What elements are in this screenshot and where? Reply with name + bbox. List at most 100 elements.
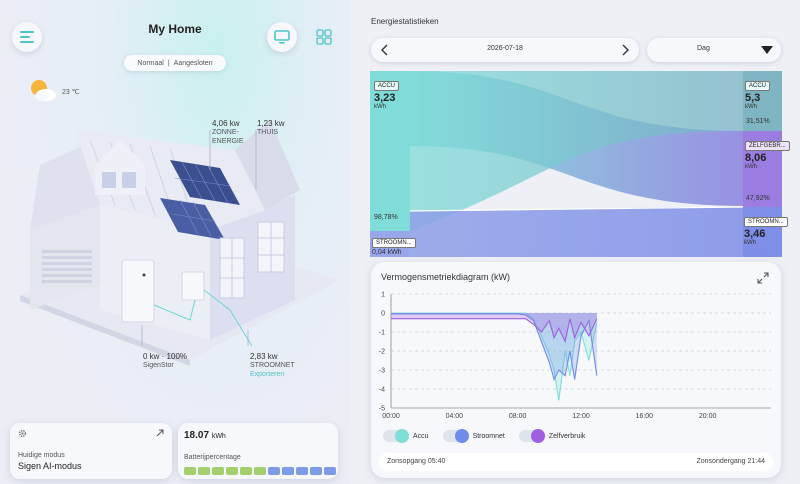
- solar-label-line2: ENERGIE: [212, 138, 244, 145]
- fullscreen-icon[interactable]: [757, 272, 769, 284]
- battery-energy-value: 18.07: [184, 430, 210, 441]
- monitor-icon: [274, 30, 290, 44]
- battery-segment: [198, 467, 210, 475]
- sankey-right-self-pct: 47,92%: [746, 195, 770, 202]
- sankey-value: 3,46: [744, 228, 766, 240]
- battery-flow-label: 0 kw · 100% SigenStor: [143, 352, 187, 370]
- sankey-tag: ZELFGEBR...: [745, 141, 790, 151]
- legend-stroomnet[interactable]: Stroomnet: [442, 429, 505, 443]
- battery-energy-unit: kWh: [211, 433, 226, 440]
- x-tick-label: 04:00: [446, 413, 464, 420]
- battery-segment: [324, 467, 336, 475]
- sankey-left-accu-pct: 98,78%: [374, 214, 398, 221]
- battery-segment: [226, 467, 238, 475]
- sankey-unit: kWh: [387, 249, 402, 256]
- sankey-unit: kWh: [744, 240, 756, 246]
- gear-icon: [18, 429, 27, 438]
- y-tick-label: -3: [379, 368, 385, 375]
- system-status-pill: Normaal | Aangesloten: [124, 55, 226, 71]
- legend-label: Stroomnet: [472, 432, 505, 440]
- series-line-stroomnet: [391, 313, 598, 382]
- home-panel: My Home Normaal | Aangesloten 23 ℃: [0, 0, 350, 484]
- home-label: THUIS: [257, 129, 278, 136]
- chevron-left-icon[interactable]: [381, 44, 389, 56]
- sun-times-bar: Zonsopgang 05:40 Zonsondergang 21:44: [379, 453, 773, 471]
- status-mode: Normaal: [137, 59, 164, 67]
- stats-title: Energiestatistieken: [371, 17, 439, 26]
- period-value: Dag: [697, 45, 710, 52]
- mode-label: Huidige modus: [18, 452, 65, 459]
- battery-segment: [282, 467, 294, 475]
- battery-segment: [184, 467, 196, 475]
- sankey-tag: ACCU: [374, 81, 400, 91]
- legend-label: Zelfverbruik: [548, 432, 586, 440]
- sankey-tag: STROOMN...: [372, 238, 416, 248]
- status-connection: Aangesloten: [173, 59, 213, 67]
- battery-segment: [310, 467, 322, 475]
- status-separator: |: [167, 59, 170, 67]
- battery-card[interactable]: 18.07 kWh Batterijpercentage: [178, 423, 338, 479]
- caret-down-icon: [761, 46, 773, 54]
- weather-sun-cloud-icon: [31, 80, 56, 101]
- sankey-right-accu-pct: 31,51%: [746, 118, 770, 125]
- sunrise-time: Zonsopgang 05:40: [387, 458, 446, 465]
- series-area-accu: [391, 313, 597, 401]
- solar-flow-label: 4,06 kw ZONNE- ENERGIE: [212, 119, 244, 146]
- y-tick-label: 1: [381, 292, 385, 299]
- sankey-tag: ACCU: [745, 81, 771, 91]
- sankey-tag: STROOMN...: [744, 217, 788, 227]
- current-mode-card[interactable]: Huidige modus Sigen AI-modus: [10, 423, 172, 479]
- sankey-unit: kWh: [745, 164, 757, 170]
- battery-segment: [296, 467, 308, 475]
- battery-segment: [240, 467, 252, 475]
- sankey-value: 0,04: [372, 249, 386, 256]
- grid-icon: [316, 29, 332, 45]
- x-tick-label: 08:00: [509, 413, 527, 420]
- battery-segment: [268, 467, 280, 475]
- battery-segment: [212, 467, 224, 475]
- sankey-right-accu: ACCU 5,3 kWh: [745, 74, 771, 110]
- battery-value: 0 kw · 100%: [143, 352, 188, 361]
- y-tick-label: -5: [379, 406, 385, 413]
- power-chart-title: Vermogensmetriekdiagram (kW): [381, 272, 511, 282]
- sankey-value: 8,06: [745, 152, 767, 164]
- power-chart: 1 0 -1 -2 -3 -4 -500:00 04:00 08:00 12:00 16:00 20:…: [379, 292, 771, 420]
- y-tick-label: -4: [379, 387, 385, 394]
- sankey-unit: kWh: [745, 104, 757, 110]
- mode-value: Sigen AI-modus: [18, 461, 82, 471]
- grid-status: Exporteren: [250, 371, 285, 378]
- grid-label: STROOMNET: [250, 362, 295, 369]
- menu-button[interactable]: [12, 22, 42, 52]
- solar-label-line1: ZONNE-: [212, 129, 239, 136]
- date-value[interactable]: 2026-07-18: [487, 45, 523, 52]
- legend-label: Accu: [413, 432, 429, 440]
- grid-view-button[interactable]: [309, 22, 339, 52]
- sankey-left-grid: STROOMN... 0,04 kWh: [372, 231, 416, 256]
- legend-accu[interactable]: Accu: [383, 429, 429, 443]
- series-area-stroomnet: [391, 313, 597, 380]
- sankey-left-accu: ACCU 3,23 kWh: [374, 74, 400, 110]
- y-tick-label: -2: [379, 349, 385, 356]
- menu-icon: [20, 31, 34, 43]
- weather-temperature: 23 ℃: [62, 89, 80, 96]
- date-selector: 2026-07-18: [371, 38, 639, 62]
- home-flow-label: 1,23 kw THUIS: [257, 119, 285, 137]
- sankey-value: 5,3: [745, 92, 761, 104]
- sunset-time: Zonsondergang 21:44: [696, 458, 766, 465]
- grid-value: 2,83 kw: [250, 352, 278, 361]
- y-tick-label: 0: [381, 311, 385, 318]
- expand-arrow-icon[interactable]: [156, 429, 164, 437]
- sankey-right-self: ZELFGEBR... 8,06 kWh: [745, 134, 790, 170]
- x-tick-label: 16:00: [636, 413, 654, 420]
- monitor-view-button[interactable]: [267, 22, 297, 52]
- sankey-value: 3,23: [374, 92, 396, 104]
- y-tick-label: -1: [379, 330, 385, 337]
- period-select[interactable]: Dag: [647, 38, 781, 62]
- house-illustration: [20, 120, 340, 366]
- series-line-accu: [391, 312, 598, 401]
- battery-percentage-label: Batterijpercentage: [184, 454, 241, 461]
- x-tick-label: 20:00: [699, 413, 717, 420]
- chevron-right-icon[interactable]: [621, 44, 629, 56]
- series-line-zelfverbruik: [391, 318, 598, 344]
- legend-zelfverbruik[interactable]: Zelfverbruik: [518, 429, 586, 443]
